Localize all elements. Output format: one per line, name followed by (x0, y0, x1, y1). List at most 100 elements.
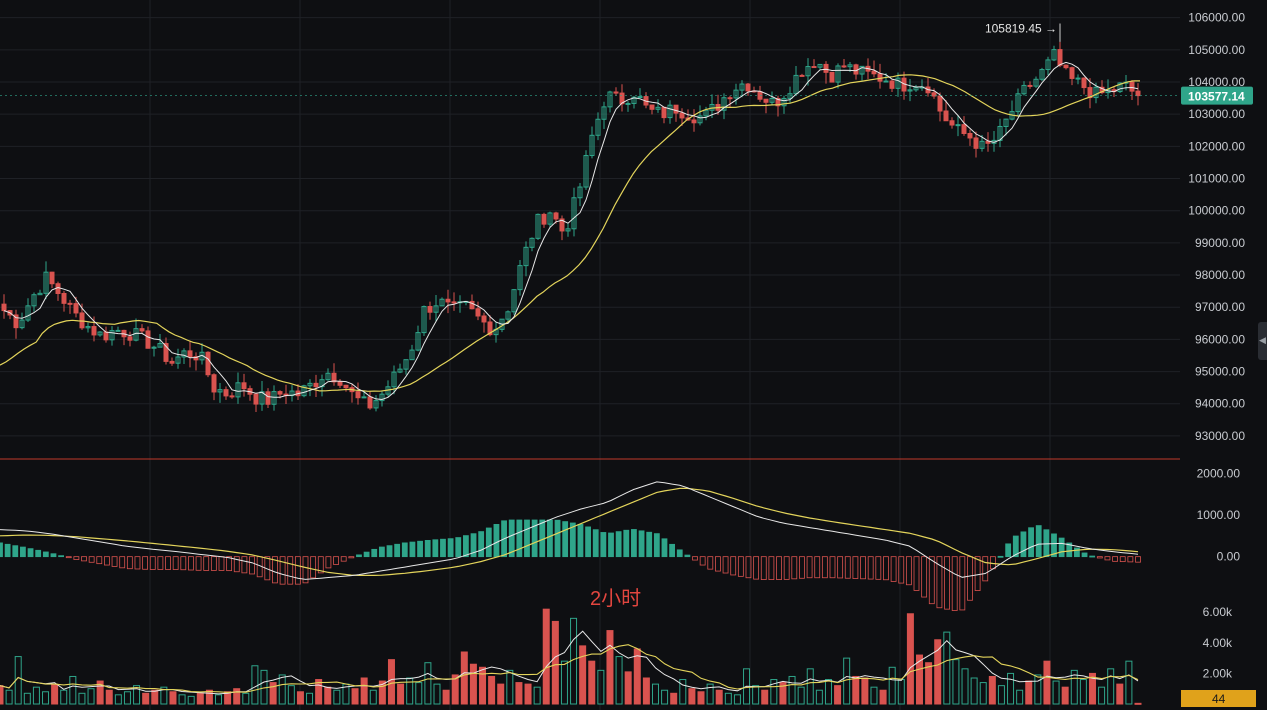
macd-histogram-bar (928, 556, 935, 605)
volume-bar (451, 674, 459, 705)
volume-bar (105, 689, 113, 705)
volume-bar (706, 683, 714, 705)
macd-histogram-bar (715, 556, 721, 572)
macd-histogram-bar (974, 556, 981, 591)
candle-body (1039, 69, 1045, 80)
candle-body (979, 140, 985, 149)
macd-histogram-bar (58, 555, 65, 558)
candle-body (397, 368, 403, 373)
candle-body (205, 351, 211, 376)
candle-body (421, 306, 427, 334)
candle-body (613, 91, 619, 94)
candle-body (529, 237, 535, 248)
volume-bar (233, 688, 241, 705)
candle-body (625, 102, 631, 105)
candle-body (733, 89, 739, 99)
volume-bar (688, 688, 696, 705)
macd-histogram-bar (913, 556, 920, 591)
volume-bar (460, 651, 468, 705)
macd-histogram-bar (1066, 542, 1073, 558)
candle-body (1, 303, 7, 312)
macd-histogram-bar (799, 556, 805, 579)
macd-histogram-bar (287, 556, 294, 585)
candle-body (703, 109, 709, 117)
volume-bar (42, 691, 50, 705)
candle-body (679, 112, 685, 119)
macd-histogram-bar (776, 556, 782, 580)
price-tick-label: 99000.00 (1195, 236, 1245, 250)
candle-body (481, 315, 487, 323)
candle-body (85, 326, 91, 329)
macd-histogram-bar (944, 556, 950, 610)
macd-histogram-bar (982, 556, 989, 582)
macd-histogram-bar (608, 532, 614, 558)
macd-histogram-bar (814, 556, 821, 579)
interval-label: 2小时 (590, 587, 641, 610)
candle-body (19, 319, 25, 329)
macd-histogram-bar (1012, 535, 1019, 558)
candle-body (79, 312, 85, 329)
macd-histogram-bar (1035, 525, 1042, 558)
volume-tick-label: 2.00k (1203, 666, 1233, 680)
volume-bar (1098, 686, 1106, 705)
volume-bar (78, 692, 86, 705)
volume-bar (497, 683, 505, 705)
candle-body (607, 91, 613, 108)
candle-body (583, 155, 589, 188)
macd-histogram-bar (875, 556, 882, 580)
candle-body (187, 350, 193, 358)
candle-body (55, 283, 61, 294)
macd-histogram-bar (623, 529, 630, 558)
volume-bar (970, 677, 978, 705)
macd-histogram-bar (707, 556, 714, 570)
candle-body (871, 70, 877, 75)
volume-bar (752, 685, 760, 705)
macd-histogram-bar (195, 556, 202, 571)
volume-bar (324, 686, 332, 705)
macd-histogram-bar (760, 556, 767, 580)
candle-body (373, 400, 379, 409)
volume-bar (661, 689, 669, 705)
volume-bar (624, 671, 632, 705)
panel-collapse-handle[interactable]: ◀ (1258, 322, 1267, 360)
candle-body (907, 89, 913, 92)
macd-histogram-bar (592, 529, 599, 558)
candle-body (511, 289, 517, 313)
candle-body (415, 332, 421, 351)
candle-body (439, 298, 445, 307)
volume-bar (169, 691, 177, 705)
macd-histogram-bar (462, 535, 469, 558)
volume-bar (87, 688, 95, 705)
volume-bar (1070, 669, 1078, 705)
candle-body (505, 311, 511, 320)
candle-body (1117, 82, 1123, 93)
candle-body (1129, 81, 1135, 92)
volume-bar (770, 679, 778, 705)
price-tick-label: 102000.00 (1188, 139, 1245, 153)
price-axis[interactable]: 106000.00 105000.00 104000.00 103000.00 1020… (0, 11, 1245, 443)
macd-histogram-bar (65, 556, 72, 559)
macd-histogram-bar (554, 519, 561, 558)
candle-body (253, 393, 259, 405)
macd-tick-label: 1000.00 (1197, 508, 1241, 522)
macd-histogram-bar (1043, 529, 1050, 558)
macd-histogram-bar (1127, 556, 1134, 563)
price-tick-label: 100000.00 (1188, 204, 1245, 218)
price-tick-label: 101000.00 (1188, 172, 1245, 186)
volume-bar (870, 686, 878, 705)
volume-bar (588, 660, 596, 705)
candle-body (967, 132, 973, 139)
macd-histogram-bar (631, 529, 637, 558)
volume-bar (515, 682, 523, 705)
macd-histogram-bar (692, 556, 698, 561)
volume-bar (1125, 660, 1133, 705)
candle-body (769, 97, 775, 103)
volume-bar (32, 686, 40, 705)
macd-histogram-bar (119, 556, 126, 569)
candle-body (31, 294, 37, 307)
macd-histogram-bar (1005, 543, 1012, 558)
macd-histogram-bar (569, 522, 576, 558)
volume-bar (387, 659, 395, 705)
candle-body (847, 64, 853, 68)
